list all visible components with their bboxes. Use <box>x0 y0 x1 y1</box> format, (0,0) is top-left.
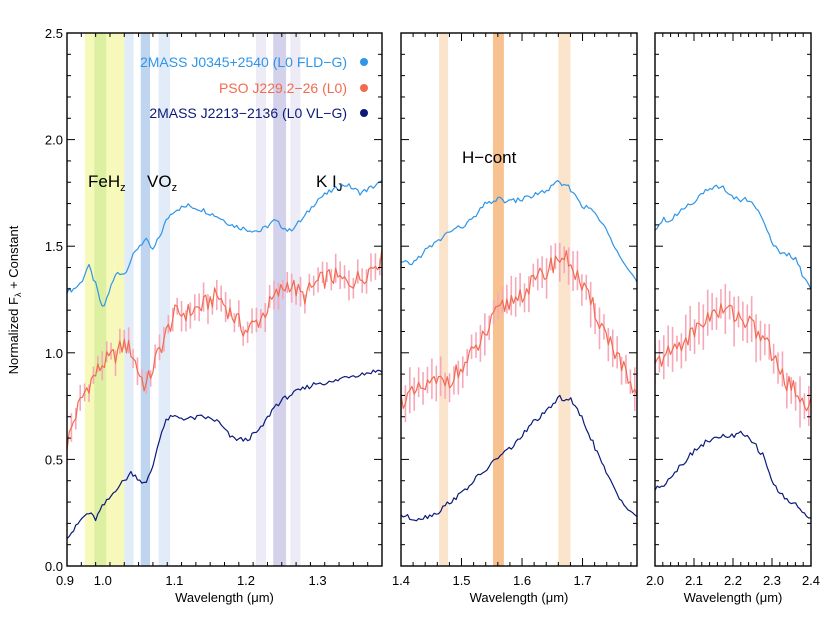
x-axis-title: Wavelength (μm) <box>175 590 274 605</box>
y-axis-title: Normalized Fλ + Constant <box>6 225 23 374</box>
x-tick-label: 2.3 <box>763 573 781 588</box>
panel-frame <box>400 32 638 567</box>
x-tick-label: 1.5 <box>452 573 470 588</box>
feature-band <box>273 33 287 566</box>
x-tick-label: 1.3 <box>309 573 327 588</box>
panel-frame <box>654 32 812 567</box>
spectrum-line-2 <box>67 369 382 540</box>
hcont-label: H−cont <box>462 148 517 167</box>
feh-label: FeHz <box>88 172 126 194</box>
panel-j-band: 0.9 1.0 1.1 1.2 1.3 Wavelength (μm) <box>56 32 383 605</box>
ki-label: K IJ <box>316 172 342 194</box>
spectrum-line-0 <box>655 184 811 290</box>
spectrum-line-1 <box>67 247 382 451</box>
feature-band <box>256 33 267 566</box>
feature-band <box>140 33 151 566</box>
y-tick-label: 2.5 <box>45 26 63 41</box>
spectrum-line-2 <box>401 394 637 522</box>
legend-marker <box>360 109 368 117</box>
x-tick-label: 2.1 <box>685 573 703 588</box>
y-tick-label: 2.0 <box>45 133 63 148</box>
feature-band <box>124 33 134 566</box>
feature-band <box>84 33 95 566</box>
feature-band <box>439 33 449 566</box>
feature-band <box>558 33 571 566</box>
x-tick-label: 0.9 <box>56 573 74 588</box>
x-axis-title: Wavelength (μm) <box>684 590 783 605</box>
x-tick-label: 1.6 <box>513 573 531 588</box>
spectrum-line-0 <box>401 179 637 283</box>
x-tick-label: 1.1 <box>165 573 183 588</box>
legend-marker <box>360 84 368 92</box>
spectrum-line-1 <box>655 303 811 412</box>
x-tick-label: 1.0 <box>94 573 112 588</box>
x-axis-title: Wavelength (μm) <box>470 590 569 605</box>
feature-band <box>158 33 171 566</box>
legend-entry: PSO J229.2−26 (L0) <box>219 80 347 96</box>
labels-layer: Normalized Fλ + Constant 0.0 0.5 1.0 1.5 2.0… <box>6 26 517 574</box>
x-tick-label: 1.7 <box>573 573 591 588</box>
x-tick-label: 2.0 <box>646 573 664 588</box>
feature-band <box>114 33 125 566</box>
y-tick-label: 0.0 <box>45 559 63 574</box>
feature-band <box>106 33 115 566</box>
panel-h-band: 1.4 1.5 1.6 1.7 Wavelength (μm) <box>392 32 638 605</box>
spectrum-line-1 <box>401 250 637 409</box>
y-tick-label: 0.5 <box>45 452 63 467</box>
y-tick-label: 1.5 <box>45 239 63 254</box>
legend-entry: 2MASS J0345+2540 (L0 FLD−G) <box>140 54 347 70</box>
panel-k-band: 2.0 2.1 2.2 2.3 2.4 Wavelength (μm) <box>646 32 820 605</box>
x-tick-label: 2.2 <box>724 573 742 588</box>
spectrum-line-2 <box>655 430 811 519</box>
vo-label: VOz <box>147 172 177 194</box>
legend-entry: 2MASS J2213−2136 (L0 VL−G) <box>149 105 347 121</box>
x-tick-label: 1.4 <box>392 573 410 588</box>
spectrum-line-0 <box>67 179 382 307</box>
x-tick-label: 1.2 <box>237 573 255 588</box>
legend-marker <box>360 58 368 66</box>
y-tick-label: 1.0 <box>45 346 63 361</box>
x-tick-label: 2.4 <box>802 573 820 588</box>
error-bars <box>401 242 636 423</box>
